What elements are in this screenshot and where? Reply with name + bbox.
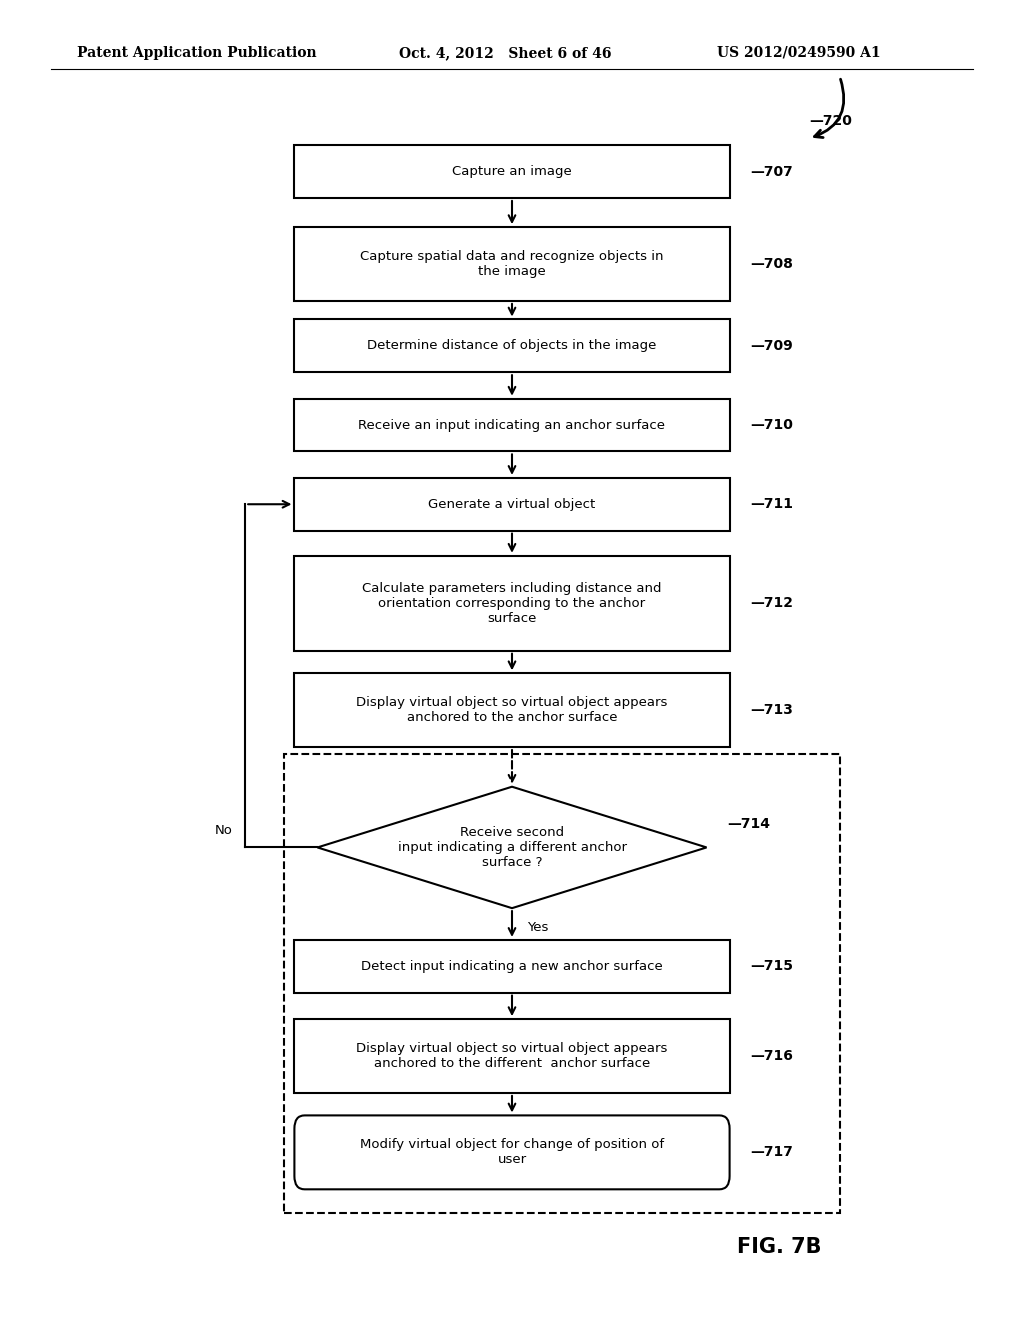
Text: —720: —720 xyxy=(809,115,852,128)
Text: —707: —707 xyxy=(750,165,793,178)
Bar xyxy=(295,1019,729,1093)
Bar xyxy=(295,940,729,993)
Text: Receive an input indicating an anchor surface: Receive an input indicating an anchor su… xyxy=(358,418,666,432)
Bar xyxy=(295,556,729,651)
Bar xyxy=(295,227,729,301)
Text: —716: —716 xyxy=(750,1049,793,1063)
Text: —713: —713 xyxy=(750,704,793,717)
Text: Calculate parameters including distance and
orientation corresponding to the anc: Calculate parameters including distance … xyxy=(362,582,662,624)
Text: —711: —711 xyxy=(750,498,793,511)
Text: FIG. 7B: FIG. 7B xyxy=(737,1237,822,1258)
Text: —712: —712 xyxy=(750,597,793,610)
Text: —709: —709 xyxy=(750,339,793,352)
FancyBboxPatch shape xyxy=(295,1115,729,1189)
Bar xyxy=(295,478,729,531)
Bar xyxy=(295,399,729,451)
Polygon shape xyxy=(317,787,707,908)
Text: Display virtual object so virtual object appears
anchored to the different  anch: Display virtual object so virtual object… xyxy=(356,1041,668,1071)
Text: Modify virtual object for change of position of
user: Modify virtual object for change of posi… xyxy=(360,1138,664,1167)
Text: Receive second
input indicating a different anchor
surface ?: Receive second input indicating a differ… xyxy=(397,826,627,869)
Bar xyxy=(295,319,729,372)
FancyArrowPatch shape xyxy=(814,79,844,137)
Text: Capture spatial data and recognize objects in
the image: Capture spatial data and recognize objec… xyxy=(360,249,664,279)
Text: Patent Application Publication: Patent Application Publication xyxy=(77,46,316,59)
Text: Capture an image: Capture an image xyxy=(453,165,571,178)
Bar xyxy=(284,754,840,1213)
Text: —710: —710 xyxy=(750,418,793,432)
Text: Detect input indicating a new anchor surface: Detect input indicating a new anchor sur… xyxy=(361,960,663,973)
Bar xyxy=(295,145,729,198)
Text: Determine distance of objects in the image: Determine distance of objects in the ima… xyxy=(368,339,656,352)
Text: —708: —708 xyxy=(750,257,793,271)
Text: Generate a virtual object: Generate a virtual object xyxy=(428,498,596,511)
Text: Yes: Yes xyxy=(527,921,549,935)
Text: —715: —715 xyxy=(750,960,793,973)
Text: —714: —714 xyxy=(727,817,770,830)
Bar xyxy=(295,673,729,747)
Text: —717: —717 xyxy=(750,1146,793,1159)
Text: US 2012/0249590 A1: US 2012/0249590 A1 xyxy=(717,46,881,59)
Text: No: No xyxy=(215,824,232,837)
Text: Oct. 4, 2012   Sheet 6 of 46: Oct. 4, 2012 Sheet 6 of 46 xyxy=(399,46,612,59)
Text: Display virtual object so virtual object appears
anchored to the anchor surface: Display virtual object so virtual object… xyxy=(356,696,668,725)
